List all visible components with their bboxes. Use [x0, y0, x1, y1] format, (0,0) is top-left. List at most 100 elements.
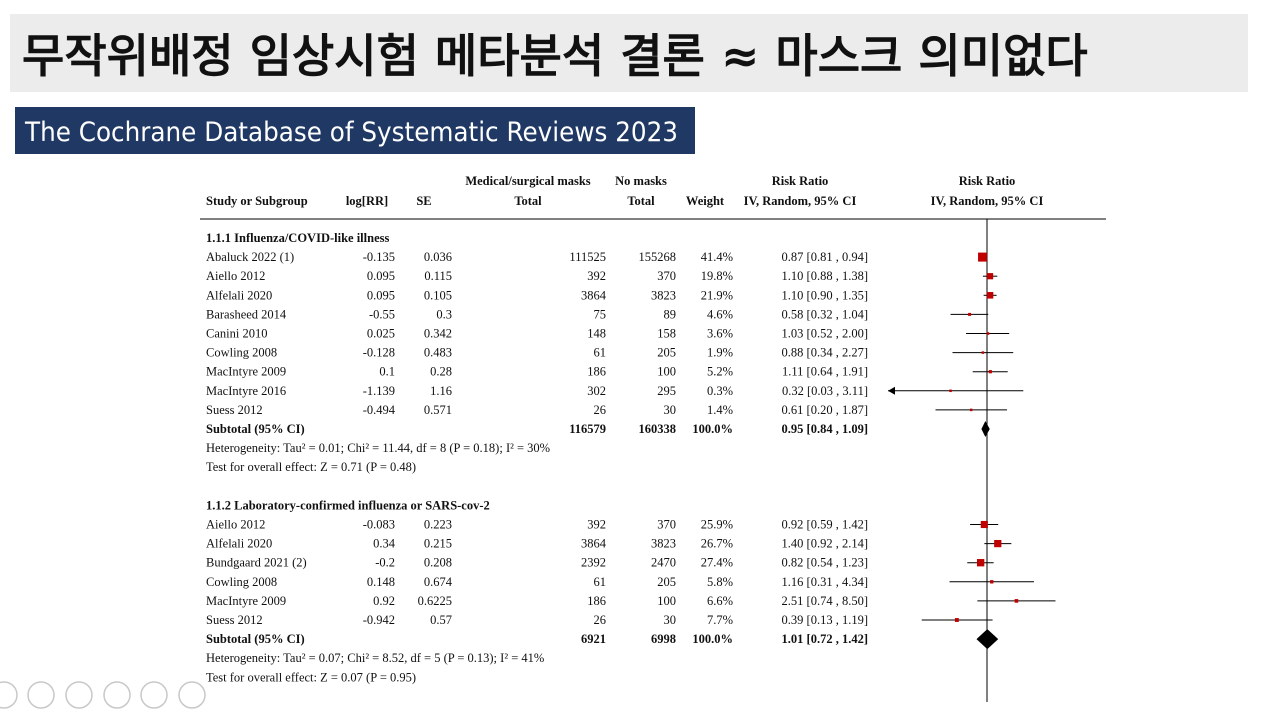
overall-effect: Test for overall effect: Z = 0.07 (P = 0… — [206, 670, 416, 684]
subtotal-name: Subtotal (95% CI) — [206, 632, 305, 646]
subtitle: The Cochrane Database of Systematic Revi… — [24, 117, 678, 148]
header: Risk Ratio — [772, 174, 829, 188]
subtotal-diamond — [976, 629, 999, 650]
ctl-total: 370 — [657, 269, 676, 283]
risk-ratio: 1.40 [0.92 , 2.14] — [782, 537, 868, 551]
header: SE — [416, 194, 431, 208]
weight: 5.2% — [707, 365, 733, 379]
ctl-total: 160338 — [639, 422, 677, 436]
pen-button[interactable] — [65, 681, 93, 709]
study-square — [978, 252, 988, 262]
study-name: Alfelali 2020 — [206, 537, 272, 551]
risk-ratio: 0.32 [0.03 , 3.11] — [782, 384, 868, 398]
header: Study or Subgroup — [206, 194, 308, 208]
slideshow-controls — [0, 681, 206, 709]
study-name: MacIntyre 2016 — [206, 384, 286, 398]
weight: 100.0% — [692, 632, 733, 646]
log-rr: 0.025 — [367, 327, 395, 341]
zoom-button[interactable] — [140, 681, 168, 709]
weight: 1.4% — [707, 403, 733, 417]
exp-total: 61 — [594, 575, 607, 589]
exp-total: 26 — [594, 403, 607, 417]
study-square — [976, 559, 985, 567]
study-square — [986, 273, 994, 280]
ctl-total: 3823 — [651, 288, 676, 302]
log-rr: -0.494 — [363, 403, 396, 417]
log-rr: 0.92 — [373, 594, 395, 608]
next-button[interactable] — [27, 681, 55, 709]
study-name: Aiello 2012 — [206, 269, 265, 283]
exp-total: 111525 — [569, 250, 606, 264]
study-square — [980, 520, 988, 529]
weight: 4.6% — [707, 307, 733, 321]
risk-ratio: 0.58 [0.32 , 1.04] — [782, 307, 868, 321]
weight: 26.7% — [701, 537, 733, 551]
more-button[interactable] — [178, 681, 206, 709]
study-square — [994, 539, 1002, 548]
log-rr: -0.135 — [363, 250, 395, 264]
se: 0.483 — [424, 346, 452, 360]
weight: 25.9% — [701, 518, 733, 532]
log-rr: -0.55 — [369, 307, 395, 321]
exp-total: 61 — [594, 346, 607, 360]
risk-ratio: 0.95 [0.84 , 1.09] — [782, 422, 868, 436]
risk-ratio: 1.01 [0.72 , 1.42] — [782, 632, 868, 646]
prev-button[interactable] — [0, 681, 18, 709]
exp-total: 186 — [587, 365, 606, 379]
study-name: Aiello 2012 — [206, 518, 265, 532]
exp-total: 3864 — [581, 537, 607, 551]
log-rr: -0.942 — [363, 613, 395, 627]
se: 0.28 — [430, 365, 452, 379]
overall-effect: Test for overall effect: Z = 0.71 (P = 0… — [206, 460, 416, 474]
se: 0.3 — [436, 307, 452, 321]
exp-total: 75 — [594, 307, 607, 321]
ctl-total: 100 — [657, 594, 676, 608]
weight: 100.0% — [692, 422, 733, 436]
study-square — [1014, 599, 1019, 603]
log-rr: 0.095 — [367, 288, 395, 302]
se: 0.6225 — [418, 594, 452, 608]
log-rr: -0.2 — [375, 556, 395, 570]
ci-arrow — [888, 386, 895, 395]
weight: 5.8% — [707, 575, 733, 589]
header: Weight — [686, 194, 725, 208]
risk-ratio: 0.88 [0.34 , 2.27] — [782, 346, 868, 360]
subtotal-diamond — [981, 421, 990, 437]
risk-ratio: 0.61 [0.20 , 1.87] — [782, 403, 868, 417]
risk-ratio: 0.92 [0.59 , 1.42] — [782, 518, 868, 532]
study-name: Alfelali 2020 — [206, 288, 272, 302]
weight: 3.6% — [707, 327, 733, 341]
log-rr: 0.1 — [379, 365, 395, 379]
header: Total — [627, 194, 655, 208]
ctl-total: 30 — [664, 613, 677, 627]
risk-ratio: 0.39 [0.13 , 1.19] — [782, 613, 868, 627]
slides-button[interactable] — [103, 681, 131, 709]
se: 1.16 — [430, 384, 452, 398]
study-name: Cowling 2008 — [206, 575, 277, 589]
log-rr: -1.139 — [363, 384, 395, 398]
se: 0.342 — [424, 327, 452, 341]
weight: 21.9% — [701, 288, 733, 302]
weight: 41.4% — [701, 250, 733, 264]
risk-ratio: 1.11 [0.64 , 1.91] — [782, 365, 868, 379]
study-square — [954, 618, 959, 622]
heterogeneity: Heterogeneity: Tau² = 0.07; Chi² = 8.52,… — [206, 651, 544, 665]
exp-total: 148 — [587, 327, 606, 341]
header: Medical/surgical masks — [465, 174, 590, 188]
ctl-total: 6998 — [651, 632, 676, 646]
study-name: Suess 2012 — [206, 403, 263, 417]
study-square — [986, 332, 990, 335]
ctl-total: 2470 — [651, 556, 676, 570]
ctl-total: 30 — [664, 403, 677, 417]
risk-ratio: 0.82 [0.54 , 1.23] — [782, 556, 868, 570]
study-name: MacIntyre 2009 — [206, 594, 286, 608]
weight: 1.9% — [707, 346, 733, 360]
ctl-total: 370 — [657, 518, 676, 532]
study-name: Suess 2012 — [206, 613, 263, 627]
subtitle-banner — [15, 107, 695, 154]
risk-ratio: 2.51 [0.74 , 8.50] — [782, 594, 868, 608]
study-name: Barasheed 2014 — [206, 307, 287, 321]
title-banner — [10, 14, 1248, 92]
risk-ratio: 1.10 [0.90 , 1.35] — [782, 288, 868, 302]
log-rr: 0.148 — [367, 575, 395, 589]
